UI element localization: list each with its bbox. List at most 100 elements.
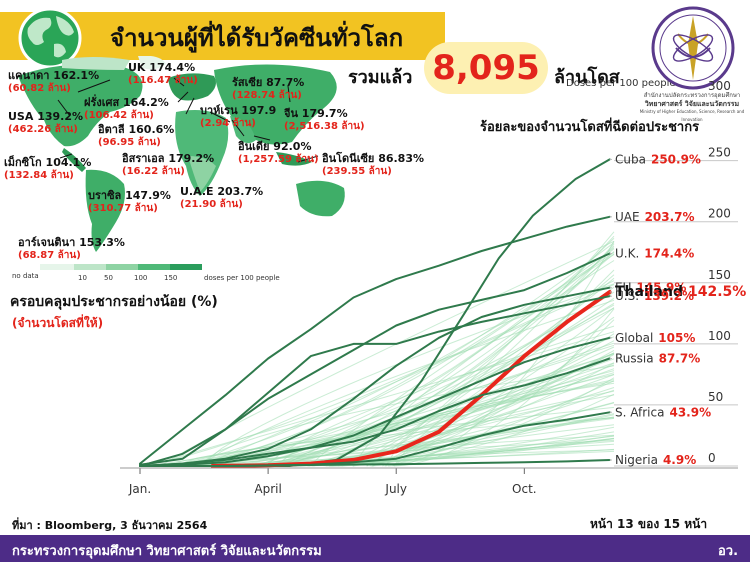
series-value-label: 203.7% <box>645 210 695 224</box>
series-name-label: Cuba <box>615 152 646 166</box>
background-country-line <box>308 253 615 467</box>
country-doses: (106.42 ล้าน) <box>84 110 154 121</box>
y-tick-label: 0 <box>708 451 716 465</box>
country-name: จีน 179.7% <box>284 107 348 120</box>
y-tick-label: 100 <box>708 329 731 343</box>
doses-caption: Doses per 100 people <box>566 78 676 89</box>
country-name: เม็กซิโก 104.1% <box>4 156 92 169</box>
country-label-indonesia: อินโดนีเซีย 86.83% (239.55 ล้าน) <box>322 152 424 178</box>
country-label-bahrain: บาห์เรน 197.9 (2.94 ล้าน) <box>200 104 276 130</box>
background-country-line <box>224 449 615 467</box>
total-label: รวมแล้ว <box>348 67 413 88</box>
source-note: ที่มา : Bloomberg, 3 ธันวาคม 2564 <box>12 519 208 532</box>
page-number: หน้า 13 ของ 15 หน้า <box>590 517 708 531</box>
y-tick-label: 150 <box>708 268 731 282</box>
country-name: รัสเซีย 87.7% <box>232 76 305 89</box>
series-line-uae <box>139 215 611 465</box>
country-label-israel: อิสราเอล 179.2% (16.22 ล้าน) <box>122 152 214 178</box>
footer-ministry: กระทรวงการอุดมศึกษา วิทยาศาสตร์ วิจัยและ… <box>12 544 322 559</box>
series-value-label: 145.9% <box>636 281 686 295</box>
country-name: อินโดนีเซีย 86.83% <box>322 152 425 165</box>
country-label-india: อินเดีย 92.0% (1,257.59 ล้าน) <box>238 140 319 166</box>
footer-bar <box>0 535 750 562</box>
background-country-line <box>370 431 615 467</box>
y-tick-label: 200 <box>708 207 731 221</box>
background-country-line <box>195 364 615 467</box>
series-line-u-s- <box>139 295 611 467</box>
legend-swatch <box>74 264 106 270</box>
background-country-line <box>160 240 615 467</box>
series-name-label: S. Africa <box>615 405 664 419</box>
series-value-label: 87.7% <box>659 352 701 366</box>
country-doses: (21.90 ล้าน) <box>180 199 243 210</box>
logo-caption: สำนักงานปลัดกระทรวงการอุดมศึกษา วิทยาศาส… <box>636 92 748 124</box>
legend-swatch <box>40 264 74 270</box>
series-value-label: 142.5% <box>688 284 746 300</box>
series-name-label: EU <box>615 281 631 295</box>
series-value-label: 43.9% <box>669 405 711 419</box>
background-country-lines <box>141 231 615 467</box>
globe-icon <box>14 4 86 72</box>
series-value-label: 250.9% <box>651 152 701 166</box>
country-label-italy: อิตาลี 160.6% (96.95 ล้าน) <box>98 123 174 149</box>
country-doses: (16.22 ล้าน) <box>122 166 185 177</box>
country-name: บราซิล 147.9% <box>88 189 171 202</box>
country-label-uae: U.A.E 203.7% (21.90 ล้าน) <box>180 185 263 211</box>
series-name-label: Thailand <box>615 284 683 300</box>
series-name-label: UAE <box>615 210 640 224</box>
y-tick-label: 50 <box>708 390 723 404</box>
coverage-label: ครอบคลุมประชากรอย่างน้อย (%) <box>10 294 218 310</box>
country-label-russia: รัสเซีย 87.7% (128.74 ล้าน) <box>232 76 304 102</box>
country-label-uk: UK 174.4% (116.47 ล้าน) <box>128 61 198 87</box>
country-doses: (116.47 ล้าน) <box>128 75 198 86</box>
country-name: แคนาดา 162.1% <box>8 69 100 82</box>
footer-abbr: อว. <box>718 544 739 559</box>
x-tick-label: Jan. <box>128 482 151 496</box>
x-tick-label: April <box>254 482 281 496</box>
country-label-mexico: เม็กซิโก 104.1% (132.84 ล้าน) <box>4 156 91 182</box>
country-label-france: ฝรั่งเศส 164.2% (106.42 ล้าน) <box>84 96 169 122</box>
background-country-line <box>366 235 615 467</box>
country-doses: (462.26 ล้าน) <box>8 124 78 135</box>
series-line-cuba <box>139 158 611 467</box>
ratio-caption: ร้อยละของจำนวนโดสที่ฉีดต่อประชากร <box>480 120 700 135</box>
series-value-label: 105% <box>658 331 695 345</box>
legend-tick: 50 <box>104 274 113 282</box>
country-name: บาห์เรน 197.9 <box>200 104 277 117</box>
ministry-logo-icon <box>648 4 738 96</box>
chart-grid <box>614 160 738 467</box>
country-doses: (310.77 ล้าน) <box>88 203 158 214</box>
country-label-argentina: อาร์เจนตินา 153.3% (68.87 ล้าน) <box>18 236 125 262</box>
country-doses: (132.84 ล้าน) <box>4 170 74 181</box>
logo-caption-line: สำนักงานปลัดกระทรวงการอุดมศึกษา <box>643 92 741 99</box>
chart-axis: 0 50 100 150 200 250 300 Jan. April July Oct. <box>120 79 738 496</box>
legend-unit: doses per 100 people <box>204 274 280 282</box>
country-label-canada: แคนาดา 162.1% (60.82 ล้าน) <box>8 69 99 95</box>
x-tick-label: July <box>384 482 407 496</box>
country-doses: (68.87 ล้าน) <box>18 250 81 261</box>
coverage-sub: (จำนวนโดสที่ให้) <box>12 316 104 330</box>
legend-tick: 150 <box>164 274 178 282</box>
series-name-label: Global <box>615 331 653 345</box>
logo-caption-line: Ministry of Higher Education, Science, R… <box>639 109 745 122</box>
background-country-line <box>246 340 615 467</box>
logo-caption-line: วิทยาศาสตร์ วิจัยและนวัตกรรม <box>644 100 740 108</box>
background-country-line <box>199 284 615 467</box>
total-unit: ล้านโดส <box>554 67 620 88</box>
series-labels: Cuba 250.9% UAE 203.7% U.K. 174.4% EU 145.9%Tha… <box>609 152 746 467</box>
legend-swatch <box>170 264 202 270</box>
series-name-label: Russia <box>615 352 654 366</box>
country-label-china: จีน 179.7% (2,516.38 ล้าน) <box>284 107 365 133</box>
total-value: 8,095 <box>424 42 548 94</box>
country-name: USA 139.2% <box>8 110 84 123</box>
legend-nodata: no data <box>12 272 39 280</box>
country-doses: (96.95 ล้าน) <box>98 137 161 148</box>
x-tick-label: Oct. <box>512 482 537 496</box>
series-name-label: U.S. <box>615 289 639 303</box>
country-name: อินเดีย 92.0% <box>238 140 312 153</box>
background-country-line <box>147 331 615 467</box>
country-name: อิสราเอล 179.2% <box>122 152 215 165</box>
legend-swatch <box>106 264 138 270</box>
country-doses: (2.94 ล้าน) <box>200 118 256 129</box>
series-name-label: Nigeria <box>615 453 658 467</box>
